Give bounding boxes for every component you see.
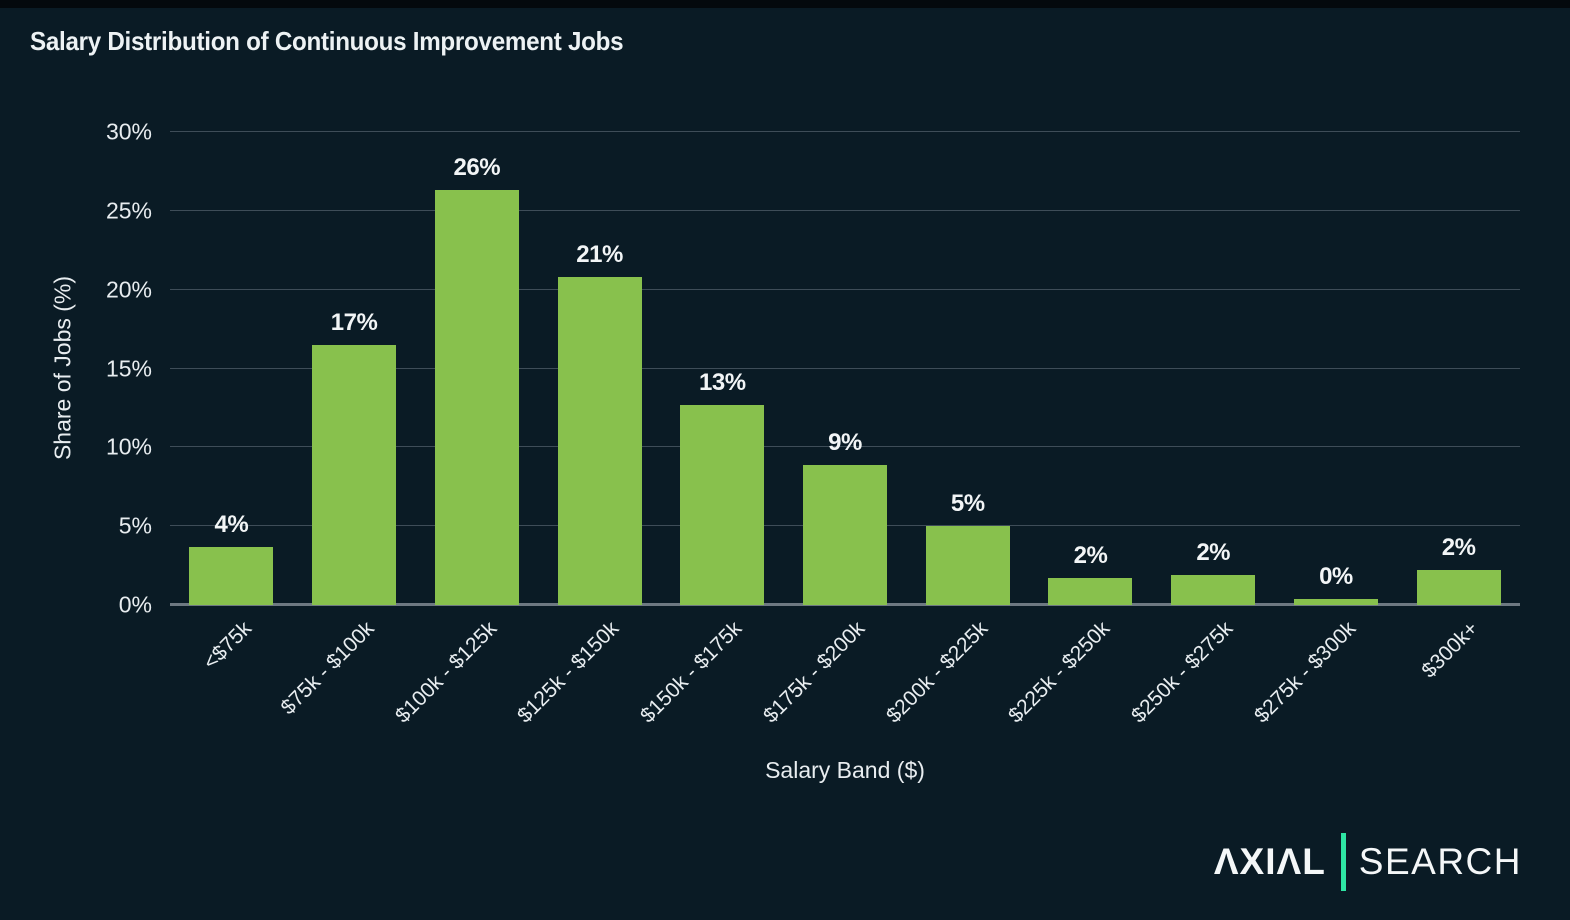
bar-value-label: 4% [214,510,249,538]
x-tick-label: $100k - $125k [390,617,502,728]
x-tick-label: $200k - $225k [881,617,992,728]
brand-divider-bar [1340,833,1346,891]
bar [1293,598,1378,605]
x-tick-label: $300k+ [1417,617,1483,683]
y-axis-ticks: 0% 5% 10% 15% 20% 25% 30% [0,119,152,618]
x-tick-label: $250k - $275k [1127,617,1238,728]
plot-area: 4% 17% 26% 21% 13% 9% 5% 2% 2% 0% 2% [170,131,1520,606]
bar [1171,575,1256,605]
brand-axial-text: ΛXIΛL [1213,841,1326,882]
x-tick-label: $150k - $175k [636,617,747,728]
bar-value-label: 26% [453,154,501,182]
bar [312,344,397,605]
bar-value-label: 17% [330,308,378,336]
x-tick-label: $175k - $200k [758,617,870,728]
bar-value-label: 2% [1073,542,1108,570]
y-tick-label: 10% [105,433,152,460]
bar [680,404,765,605]
bar [434,190,519,605]
y-tick-label: 0% [118,591,152,618]
y-tick-label: 20% [105,276,152,303]
bar-value-label: 13% [698,368,746,396]
bar [925,526,1010,605]
gridline [170,131,1520,132]
x-tick-label: $275k - $300k [1249,617,1361,728]
top-strip [0,0,1570,8]
x-axis-ticks: <$75k $75k - $100k $100k - $125k $125k - $1… [170,617,1520,777]
bar [557,277,642,605]
y-tick-label: 30% [105,118,152,145]
x-tick-label: $125k - $150k [513,617,624,728]
gridline [170,367,1520,369]
bar [803,464,887,605]
bar-value-label: 21% [576,241,623,269]
x-axis-title: Salary Band ($) [765,757,925,783]
chart-title: Salary Distribution of Continuous Improv… [30,26,624,56]
y-tick-label: 25% [105,197,152,224]
gridline [170,209,1520,211]
y-tick-label: 15% [105,355,152,381]
bar-value-label: 2% [1196,539,1231,567]
x-tick-label: $225k - $250k [1004,617,1115,728]
y-axis-title: Share of Jobs (%) [49,275,76,461]
bar [1416,570,1501,605]
brand-logo: ΛXIΛL SEARCH [1214,832,1522,892]
bar-value-label: 9% [828,428,862,456]
bar-value-label: 5% [950,490,985,518]
x-tick-label: <$75k [198,617,256,675]
bar-value-label: 2% [1441,534,1476,562]
x-tick-label: $75k - $100k [276,617,379,720]
gridline [170,446,1520,448]
brand-search-text: SEARCH [1358,841,1522,882]
bar [1048,578,1133,605]
bar-value-label: 0% [1319,562,1353,590]
y-tick-label: 5% [118,512,152,539]
gridline [170,288,1520,290]
bar [189,546,274,605]
